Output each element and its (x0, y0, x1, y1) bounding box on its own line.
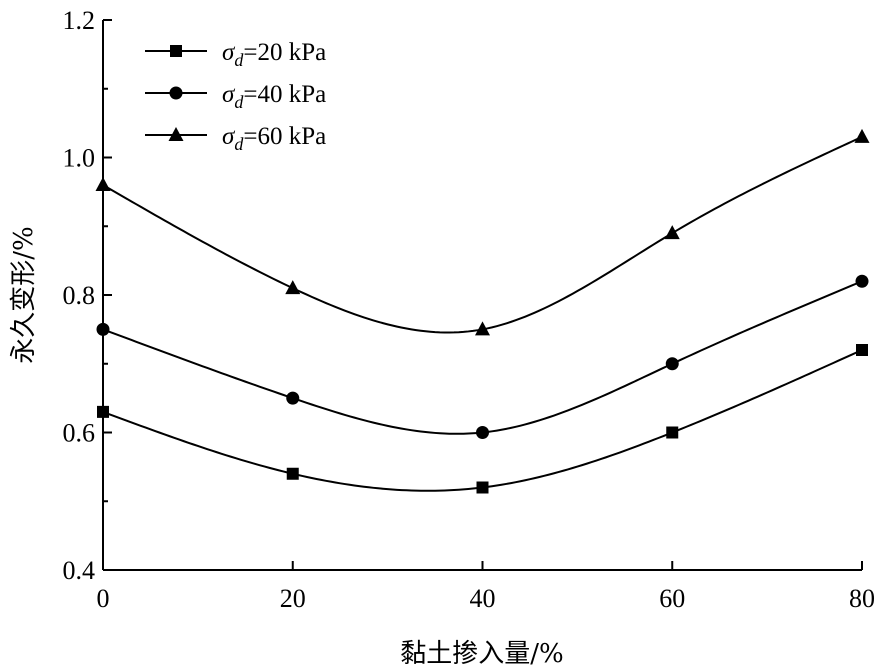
data-point-circle (96, 322, 110, 336)
legend-marker-circle (169, 86, 183, 100)
x-axis-title: 黏土掺入量/% (400, 639, 563, 669)
x-tick-label: 20 (280, 584, 306, 613)
y-tick-label: 1.0 (63, 144, 96, 173)
x-tick-label: 80 (849, 584, 875, 613)
data-point-square (856, 344, 868, 356)
legend-marker-square (170, 45, 182, 57)
legend-label: σd=40 kPa (222, 81, 326, 112)
data-point-circle (855, 274, 869, 288)
data-point-square (476, 481, 489, 494)
data-point-triangle (285, 280, 301, 295)
data-point-triangle (475, 321, 490, 336)
y-tick-label: 1.2 (63, 6, 96, 35)
data-point-circle (476, 426, 489, 439)
y-axis-title: 永久变形/% (9, 226, 39, 363)
x-tick-label: 0 (97, 584, 110, 613)
legend-label: σd=20 kPa (222, 39, 326, 70)
data-point-triangle (95, 177, 111, 191)
data-point-triangle (664, 225, 680, 240)
legend-label: σd=60 kPa (222, 123, 326, 154)
data-point-triangle (854, 128, 870, 143)
data-point-square (666, 426, 679, 439)
y-tick-label: 0.4 (63, 556, 96, 585)
series-line (102, 280, 863, 435)
series-markers (95, 128, 870, 494)
y-axis-ticks: 0.4 0.6 0.8 1.0 1.2 (63, 6, 112, 585)
legend: σd=20 kPa σd=40 kPa σd=60 kPa (145, 39, 326, 154)
y-tick-label: 0.6 (63, 419, 96, 448)
legend-marker-triangle (168, 127, 184, 141)
y-tick-label: 0.8 (63, 281, 96, 310)
x-axis-ticks: 0 20 40 60 80 (97, 561, 875, 613)
x-tick-label: 40 (470, 584, 496, 613)
data-point-circle (286, 391, 300, 405)
data-point-square (286, 467, 299, 480)
series-line (102, 135, 863, 334)
data-point-circle (665, 357, 679, 371)
data-point-square (97, 405, 109, 418)
x-tick-label: 60 (659, 584, 685, 613)
